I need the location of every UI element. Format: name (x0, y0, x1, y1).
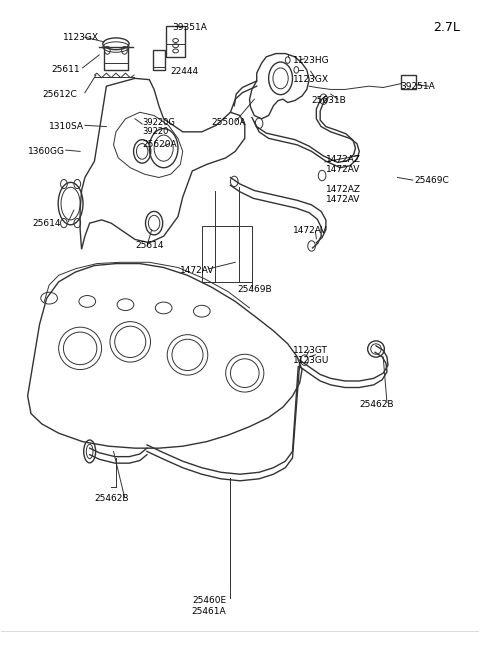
Text: 1472AV: 1472AV (292, 227, 327, 235)
Text: 1472AV: 1472AV (326, 195, 360, 204)
Bar (166, 26, 185, 57)
Text: 25462B: 25462B (95, 494, 129, 503)
Text: 25469C: 25469C (414, 176, 449, 185)
Text: 1472AV: 1472AV (180, 266, 215, 274)
Text: 39351A: 39351A (172, 23, 207, 32)
Text: 39220G: 39220G (142, 117, 175, 126)
Text: 1310SA: 1310SA (49, 122, 84, 131)
Bar (153, 50, 165, 70)
Text: 25462B: 25462B (360, 400, 394, 409)
Bar (202, 227, 252, 282)
Text: 25469B: 25469B (238, 285, 272, 294)
Text: 1123GT: 1123GT (292, 346, 327, 355)
Text: 25612C: 25612C (42, 90, 77, 98)
Text: 1123GX: 1123GX (292, 75, 328, 84)
Text: 25614: 25614 (33, 219, 61, 228)
Text: 1123GU: 1123GU (292, 356, 329, 365)
Text: 25620A: 25620A (142, 140, 177, 149)
Text: 25631B: 25631B (312, 96, 347, 105)
Text: 25500A: 25500A (211, 117, 246, 126)
Text: 2.7L: 2.7L (432, 21, 459, 34)
Text: 25614: 25614 (135, 242, 164, 250)
Text: 39220: 39220 (142, 127, 168, 136)
Text: 25611: 25611 (51, 66, 80, 75)
Text: 39251A: 39251A (400, 82, 434, 90)
Text: 1472AZ: 1472AZ (326, 185, 361, 194)
Text: 25460E: 25460E (192, 595, 226, 605)
Text: 1360GG: 1360GG (28, 147, 65, 156)
Text: 1123GX: 1123GX (63, 33, 99, 42)
Text: 1472AZ: 1472AZ (326, 155, 361, 164)
Text: 1123HG: 1123HG (292, 56, 329, 65)
Text: 1472AV: 1472AV (326, 165, 360, 174)
Bar (401, 75, 416, 90)
Text: 25461A: 25461A (192, 607, 226, 616)
Text: 22444: 22444 (171, 67, 199, 76)
